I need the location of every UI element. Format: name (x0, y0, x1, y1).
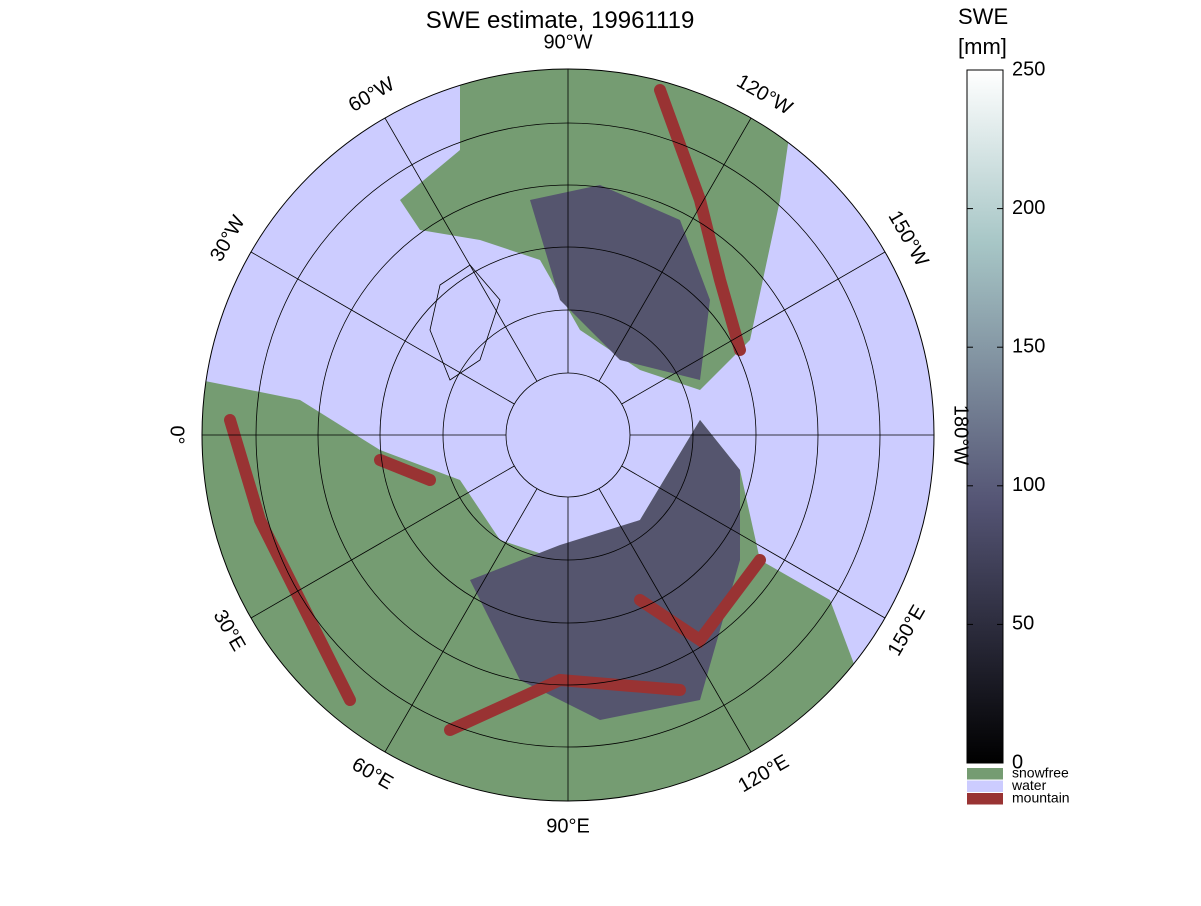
colorbar-tick-label: 200 (1012, 197, 1045, 219)
legend-swatch (967, 793, 1003, 805)
colorbar-tick-label: 250 (1012, 58, 1045, 80)
legend-swatch (967, 780, 1003, 792)
colorbar-label: [mm] (958, 34, 1007, 59)
colorbar-tick-label: 0 (1012, 751, 1023, 773)
map-frame (201, 68, 935, 802)
graticule (202, 69, 934, 801)
colorbar-tick-label: 50 (1012, 613, 1034, 635)
longitude-label: 30°W (206, 212, 250, 266)
longitude-label: 120°W (733, 70, 796, 119)
longitude-label: 60°W (345, 73, 399, 117)
meridian (384, 117, 538, 382)
meridian (598, 117, 752, 382)
longitude-label: 120°E (734, 751, 792, 797)
legend-label: water (1011, 777, 1047, 793)
meridian (621, 465, 886, 619)
colorbar-tick-label: 150 (1012, 335, 1045, 357)
meridian (621, 251, 886, 405)
legend-label: mountain (1012, 790, 1070, 806)
map-disk (202, 69, 934, 801)
legend-swatch (967, 768, 1003, 780)
longitude-label: 180°W (950, 405, 972, 465)
colorbar-label: SWE (958, 4, 1008, 29)
meridian (384, 488, 538, 753)
legend-label: snowfree (1012, 765, 1069, 781)
longitude-label: 90°W (543, 31, 592, 53)
longitude-label: 90°E (546, 815, 590, 837)
meridian (598, 488, 752, 753)
map-title: SWE estimate, 19961119 (426, 7, 695, 34)
longitude-label: 60°E (348, 753, 397, 794)
meridian (250, 251, 515, 405)
longitude-label: 30°E (209, 606, 250, 655)
mountains (224, 84, 766, 736)
colorbar-tick-label: 100 (1012, 474, 1045, 496)
america-snow (530, 185, 710, 380)
meridian (250, 465, 515, 619)
longitude-label: 0° (166, 425, 188, 444)
longitude-label: 150°E (884, 601, 930, 659)
longitude-label: 150°W (884, 207, 933, 270)
colorbar (966, 69, 1004, 764)
